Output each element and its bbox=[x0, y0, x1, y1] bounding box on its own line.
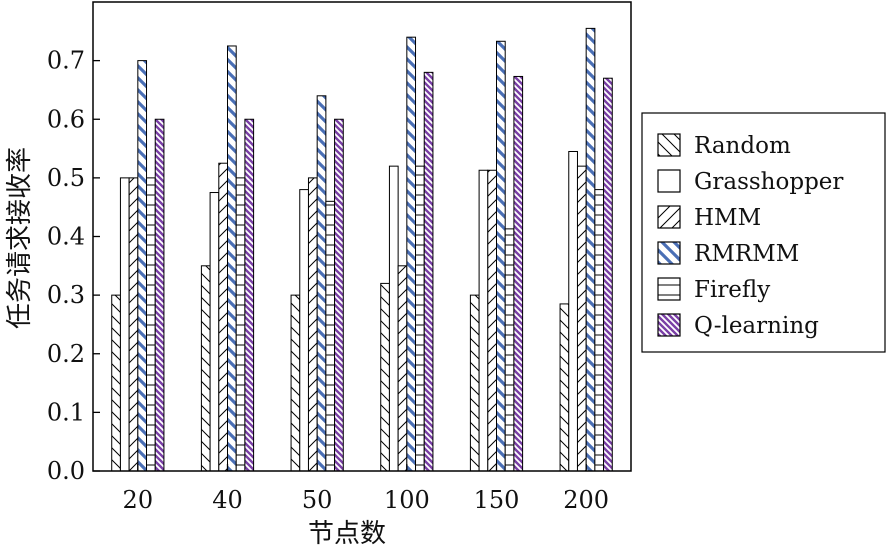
bar-hmm-100 bbox=[397, 265, 408, 472]
legend: Random Grasshopper HMM RMRMM Firefly Q-learni… bbox=[641, 112, 886, 353]
legend-swatch-firefly bbox=[657, 277, 681, 301]
bar-rmrmm-150 bbox=[496, 40, 506, 472]
bar-q-learning-20 bbox=[154, 118, 165, 472]
x-tick-label: 150 bbox=[474, 486, 520, 514]
y-tick-label: 0.0 bbox=[47, 457, 85, 485]
bar-random-50 bbox=[290, 294, 301, 472]
x-tick-label: 50 bbox=[302, 486, 333, 514]
bar-q-learning-40 bbox=[244, 118, 255, 472]
y-tick-label: 0.6 bbox=[47, 105, 85, 133]
bar-hmm-40 bbox=[218, 162, 229, 472]
bar-rmrmm-100 bbox=[406, 36, 417, 472]
y-tick-label: 0.7 bbox=[47, 47, 85, 75]
bar-rmrmm-200 bbox=[585, 27, 596, 472]
legend-label-random: Random bbox=[694, 133, 791, 159]
bar-hmm-50 bbox=[307, 177, 318, 472]
legend-swatch-hmm bbox=[657, 205, 681, 229]
bar-random-150 bbox=[469, 294, 480, 472]
bar-rmrmm-20 bbox=[137, 60, 148, 472]
legend-label-grasshopper: Grasshopper bbox=[694, 169, 843, 195]
bar-grasshopper-100 bbox=[388, 165, 399, 472]
bar-grasshopper-50 bbox=[299, 189, 309, 472]
bar-firefly-100 bbox=[415, 165, 425, 472]
bar-grasshopper-20 bbox=[119, 177, 130, 472]
legend-swatch-grasshopper bbox=[657, 169, 681, 193]
bar-random-200 bbox=[559, 303, 570, 472]
bar-q-learning-50 bbox=[334, 118, 344, 472]
bar-random-40 bbox=[200, 265, 211, 472]
legend-label-hmm: HMM bbox=[694, 205, 761, 231]
bar-q-learning-200 bbox=[603, 77, 613, 472]
bars-group bbox=[111, 27, 613, 472]
bar-hmm-200 bbox=[576, 165, 587, 472]
x-tick-label: 40 bbox=[212, 486, 243, 514]
y-axis-title: 任务请求接收率 bbox=[5, 147, 35, 329]
bar-firefly-20 bbox=[146, 177, 156, 472]
legend-label-q-learning: Q-learning bbox=[694, 313, 819, 339]
x-tick-label: 20 bbox=[123, 486, 154, 514]
bar-hmm-150 bbox=[487, 169, 497, 472]
y-tick-label: 0.1 bbox=[47, 398, 85, 426]
y-axis: 0.0 0.1 0.2 0.3 0.4 0.5 0.6 0.7 bbox=[47, 47, 100, 485]
legend-swatch-q-learning bbox=[657, 313, 681, 337]
bar-q-learning-100 bbox=[423, 71, 434, 472]
y-tick-label: 0.2 bbox=[47, 340, 85, 368]
bar-rmrmm-40 bbox=[227, 45, 237, 472]
legend-frame bbox=[641, 112, 886, 353]
y-tick-label: 0.3 bbox=[47, 281, 85, 309]
bar-hmm-20 bbox=[128, 177, 139, 472]
legend-label-rmrmm: RMRMM bbox=[694, 241, 799, 267]
bar-grasshopper-150 bbox=[478, 169, 489, 472]
bar-random-20 bbox=[111, 294, 121, 472]
x-tick-label: 100 bbox=[384, 486, 430, 514]
bar-firefly-40 bbox=[235, 177, 246, 472]
x-axis: 20 40 50 100 150 200 bbox=[123, 464, 609, 514]
bar-firefly-50 bbox=[325, 200, 336, 472]
bar-random-100 bbox=[380, 282, 390, 472]
x-tick-label: 200 bbox=[563, 486, 609, 514]
bar-grasshopper-40 bbox=[209, 192, 220, 472]
legend-swatch-random bbox=[657, 133, 681, 157]
plot-frame bbox=[92, 1, 632, 472]
y-tick-label: 0.4 bbox=[47, 223, 85, 251]
bar-q-learning-150 bbox=[513, 75, 524, 472]
bar-grasshopper-200 bbox=[568, 150, 578, 472]
legend-label-firefly: Firefly bbox=[694, 277, 770, 303]
y-tick-label: 0.5 bbox=[47, 164, 85, 192]
bar-firefly-150 bbox=[504, 228, 515, 472]
bar-rmrmm-50 bbox=[316, 95, 327, 472]
legend-swatch-rmrmm bbox=[657, 241, 681, 265]
bar-firefly-200 bbox=[594, 189, 605, 472]
x-axis-title: 节点数 bbox=[308, 519, 386, 549]
